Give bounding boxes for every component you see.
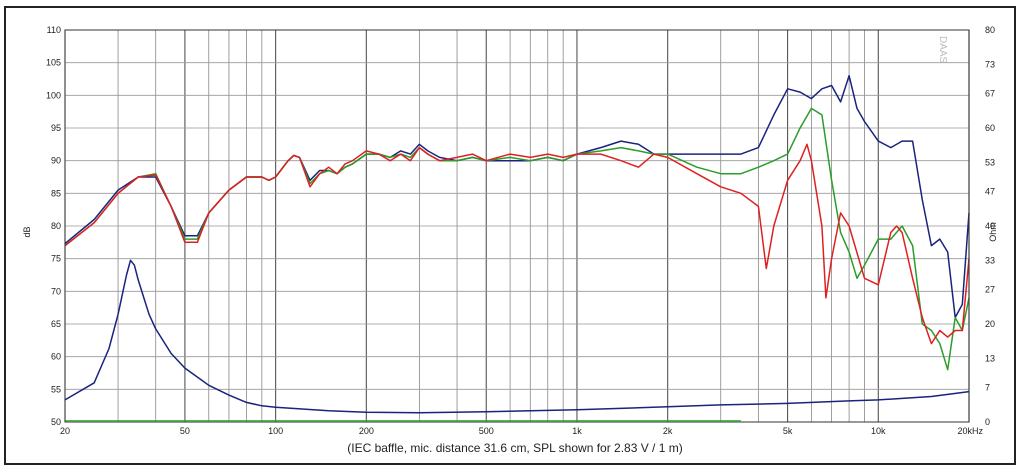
series-line-2 (64, 143, 970, 345)
y2-axis-label: Ohm (988, 222, 998, 242)
y-tick-label: 105 (46, 58, 61, 68)
y-tick-label: 60 (51, 352, 61, 362)
y2-tick-label: 73 (985, 59, 995, 69)
y2-tick-label: 0 (985, 417, 990, 427)
y-tick-label: 110 (47, 25, 61, 35)
y-tick-label: 70 (51, 286, 61, 296)
y-axis-label: dB (22, 226, 32, 237)
frequency-response-chart: 50 55 60 65 70 75 80 85 90 95 100 105 110 0 7 13 20 27 33 4… (22, 25, 998, 455)
y2-tick-label: 7 (985, 383, 990, 393)
y-tick-label: 75 (51, 254, 61, 264)
x-tick-label: 10k (871, 426, 886, 436)
y2-tick-label: 80 (985, 25, 995, 35)
chart-caption: (IEC baffle, mic. distance 31.6 cm, SPL … (347, 441, 682, 455)
y2-tick-label: 27 (985, 285, 995, 295)
y2-tick-label: 33 (985, 255, 995, 265)
x-tick-label: 50 (180, 426, 190, 436)
y2-tick-label: 40 (985, 221, 995, 231)
x-tick-label: 5k (783, 426, 793, 436)
series-group (64, 74, 970, 422)
y2-tick-label: 47 (985, 187, 995, 197)
y2-tick-label: 67 (985, 89, 995, 99)
plot-border (64, 29, 970, 423)
y-tick-label: 95 (51, 123, 61, 133)
x-tick-label: 500 (479, 426, 494, 436)
y-tick-label: 90 (51, 156, 61, 166)
x-tick-label: 1k (572, 426, 582, 436)
series-line-3 (64, 259, 970, 414)
y-tick-label: 65 (51, 319, 61, 329)
x-tick-label: 2k (663, 426, 673, 436)
y2-tick-label: 53 (985, 157, 995, 167)
x-tick-label: 100 (268, 426, 283, 436)
y-tick-label: 100 (46, 90, 61, 100)
watermark: DAAS (937, 36, 948, 64)
y2-tick-label: 13 (985, 353, 995, 363)
x-tick-label: 200 (359, 426, 374, 436)
y2-tick-label: 20 (985, 319, 995, 329)
y2-tick-label: 60 (985, 123, 995, 133)
x-tick-label: 20kHz (957, 426, 983, 436)
x-tick-label: 20 (60, 426, 70, 436)
tick-labels: 50 55 60 65 70 75 80 85 90 95 100 105 110 0 7 13 20 27 33 4… (46, 25, 995, 436)
y-tick-label: 85 (51, 188, 61, 198)
chart-frame: 50 55 60 65 70 75 80 85 90 95 100 105 110 0 7 13 20 27 33 4… (4, 6, 1016, 465)
grid (64, 29, 970, 423)
y-tick-label: 80 (51, 221, 61, 231)
y-tick-label: 55 (51, 384, 61, 394)
y-tick-label: 50 (51, 417, 61, 427)
